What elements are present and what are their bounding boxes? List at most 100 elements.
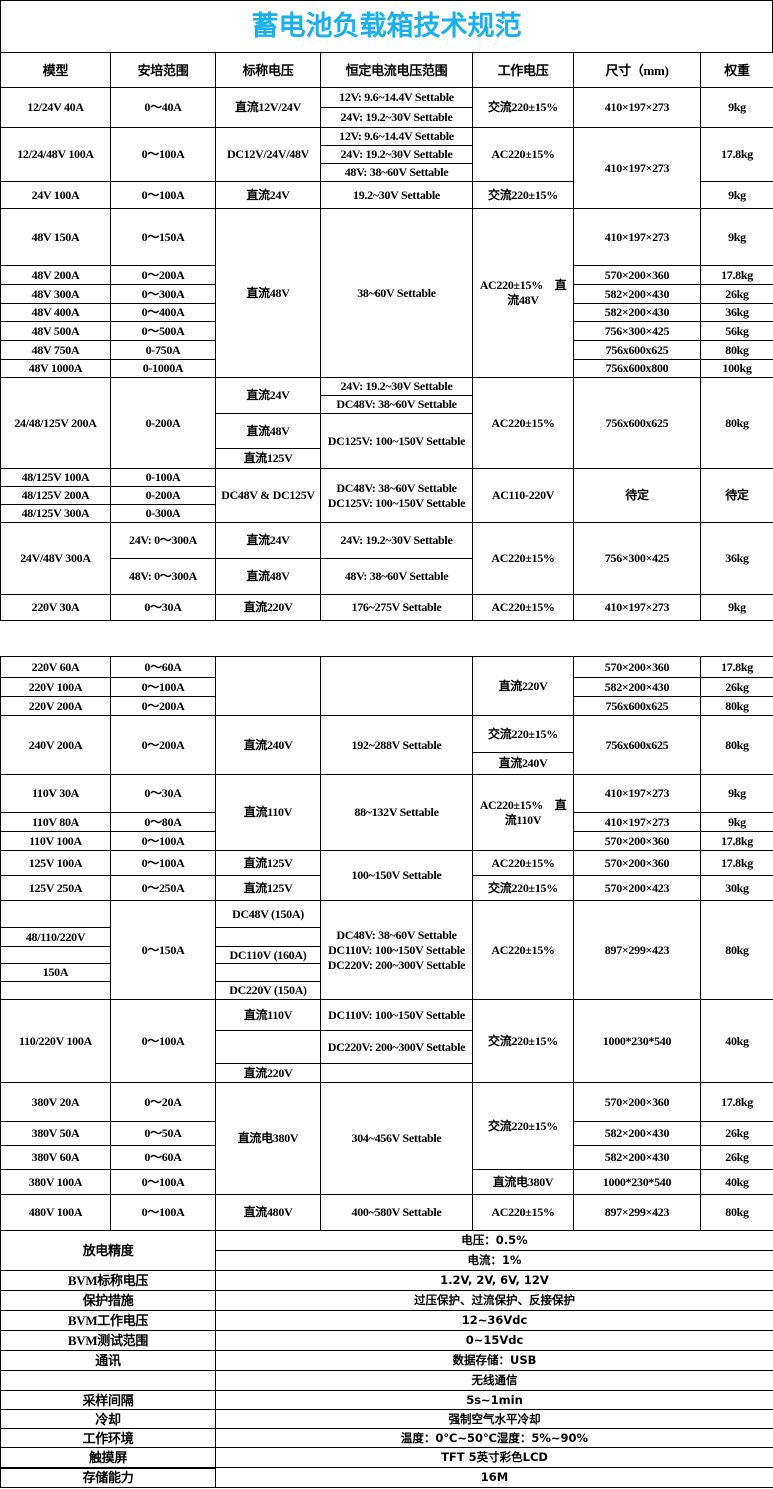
cell-model: 48/110/220V — [0, 927, 111, 947]
spec-row: 保护措施 过压保护、过流保护、反接保护 — [0, 1290, 773, 1311]
header-weight: 权重 — [700, 52, 773, 88]
cell-model — [0, 981, 111, 1000]
cell-weight: 26kg — [700, 1145, 773, 1170]
cell-nominal: 直流220V — [215, 1063, 321, 1083]
cell-size: 570×200×360 — [573, 831, 701, 851]
cell-nominal — [215, 1030, 321, 1064]
cell-size: 582×200×430 — [573, 1145, 701, 1170]
cell-size: 410×197×273 — [573, 208, 701, 266]
cell-weight: 26kg — [700, 677, 773, 697]
cell-size: 410×197×273 — [573, 774, 701, 813]
spec-label: 放电精度 — [0, 1230, 216, 1271]
cell-model: 48V 200A — [0, 265, 111, 285]
table-row: 24/48/125V 200A 0-200A 直流24V 24V: 19.2~3… — [0, 377, 773, 469]
cell-work-voltage: AC220±15% — [472, 900, 574, 1000]
cell-weight: 80kg — [700, 377, 773, 469]
table-row: 380V 60A 0～60A 582×200×430 26kg — [0, 1145, 773, 1170]
cell-weight: 17.8kg — [700, 265, 773, 285]
header-size: 尺寸（mm) — [573, 52, 701, 88]
cell-amp: 0～100A — [110, 677, 216, 697]
table-row: 380V 100A 0～100A 直流电380V 1000*230*540 40kg — [0, 1169, 773, 1195]
cell-nominal: 直流24V — [215, 377, 321, 414]
cell-nominal: 直流125V — [215, 448, 321, 469]
cell-work-voltage: 直流电380V — [472, 1169, 574, 1195]
cell-size: 410×197×273 — [573, 127, 701, 209]
table-row: 110V 100A 0～100A 570×200×360 17.8kg — [0, 831, 773, 851]
spec-row: BVM标称电压 1.2V, 2V, 6V, 12V — [0, 1270, 773, 1291]
cell-amp: 0-200A — [110, 486, 216, 505]
cell-size: 756×300×425 — [573, 522, 701, 595]
cell-model: 48V 300A — [0, 284, 111, 304]
cell-weight: 17.8kg — [700, 1082, 773, 1122]
spec-value: 数据存储：USB — [215, 1350, 773, 1371]
cell-nominal — [215, 963, 321, 982]
cell-model: 48V 1000A — [0, 359, 111, 378]
cell-amp: 0-100A — [110, 468, 216, 487]
cell-amp: 0-200A — [110, 377, 216, 469]
cell-nominal: 直流48V — [215, 413, 321, 449]
table-row: 240V 200A 0～200A 直流240V 192~288V Settabl… — [0, 715, 773, 775]
cell-nominal: DC12V/24V/48V — [215, 127, 321, 182]
cell-amp: 0～60A — [110, 656, 216, 678]
cell-cc-range: 24V: 19.2~30V Settable — [320, 107, 473, 128]
cell-model: 380V 100A — [0, 1169, 111, 1195]
cell-work-voltage: 交流220±15% — [472, 715, 574, 753]
cell-work-voltage: AC220±15% 直流48V — [472, 208, 574, 378]
cell-nominal: 直流110V — [215, 999, 321, 1031]
cell-nominal: DC220V (150A) — [215, 981, 321, 1000]
cell-model — [0, 900, 111, 928]
cell-model: 380V 20A — [0, 1082, 111, 1122]
spec-row: BVM工作电压 12~36Vdc — [0, 1310, 773, 1331]
cell-nominal: 直流12V/24V — [215, 87, 321, 128]
cell-model: 125V 100A — [0, 850, 111, 876]
spec-row: 通讯 数据存储：USB — [0, 1350, 773, 1371]
cell-nominal: 直流480V — [215, 1194, 321, 1231]
cell-weight: 9kg — [700, 181, 773, 209]
cell-amp: 0～100A — [110, 1194, 216, 1231]
table-row: 直流125V — [1, 448, 773, 469]
table-row: 48/110/220V — [0, 927, 773, 947]
cell-cc-range: 38~60V Settable — [320, 208, 473, 378]
table-row: 480V 100A 0～100A 直流480V 400~580V Settabl… — [0, 1194, 773, 1231]
cell-model: 48V 150A — [0, 208, 111, 266]
cell-size: 570×200×360 — [573, 1082, 701, 1122]
header-amp-range: 安培范围 — [110, 52, 216, 88]
spec-value: 12~36Vdc — [215, 1310, 773, 1331]
cell-model: 110V 80A — [0, 812, 111, 832]
cell-amp: 48V: 0～300A — [110, 558, 216, 595]
cell-amp: 0～200A — [110, 265, 216, 285]
cell-cc-range: DC48V: 38~60V Settable DC110V: 100~150V … — [320, 900, 473, 1000]
cell-size: 570×200×360 — [573, 850, 701, 876]
cell-model: 220V 60A — [0, 656, 111, 678]
cell-cc-range: DC220V: 200~300V Settable — [320, 1030, 473, 1064]
cell-weight: 56kg — [700, 321, 773, 341]
cell-cc-range: 400~580V Settable — [320, 1194, 473, 1231]
cell-weight: 80kg — [700, 696, 773, 716]
spec-value: 温度：0℃~50℃湿度：5%~90% — [215, 1428, 773, 1448]
spec-row: 采样间隔 5s~1min — [0, 1390, 773, 1410]
table-row: 110/220V 100A 0～100A 直流110V DC110V: 100~… — [0, 999, 773, 1083]
cell-work-voltage: 交流220±15% — [472, 87, 574, 128]
cell-model: 48/125V 100A — [0, 468, 111, 487]
spec-row: 冷却 强制空气水平冷却 — [0, 1409, 773, 1429]
cell-model: 48V 500A — [0, 321, 111, 341]
cell-cc-range: 48V: 38~60V Settable — [320, 163, 473, 182]
cell-work-voltage: 交流220±15% — [472, 999, 574, 1083]
cell-cc-range: DC48V: 38~60V Settable — [320, 395, 473, 414]
spec-label — [0, 1370, 216, 1391]
cell-cc-range: 100~150V Settable — [320, 850, 473, 901]
cell-nominal: DC110V (160A) — [215, 946, 321, 964]
cell-model: 24V 100A — [0, 181, 111, 209]
spec-row: 工作环境 温度：0℃~50℃湿度：5%~90% — [0, 1428, 773, 1448]
spec-label: 工作环境 — [0, 1428, 216, 1448]
cell-amp: 0～500A — [110, 321, 216, 341]
cell-amp: 0～30A — [110, 594, 216, 621]
cell-model: 24V/48V 300A — [0, 522, 111, 595]
cell-size: 待定 — [573, 468, 701, 523]
cell-weight: 9kg — [700, 774, 773, 813]
cell-size: 756×300×425 — [573, 321, 701, 341]
cell-cc-range: 12V: 9.6~14.4V Settable — [320, 127, 473, 146]
spec-label: BVM标称电压 — [0, 1270, 216, 1291]
spec-label: 采样间隔 — [0, 1390, 216, 1410]
cell-model: 48/125V 200A — [0, 486, 111, 505]
